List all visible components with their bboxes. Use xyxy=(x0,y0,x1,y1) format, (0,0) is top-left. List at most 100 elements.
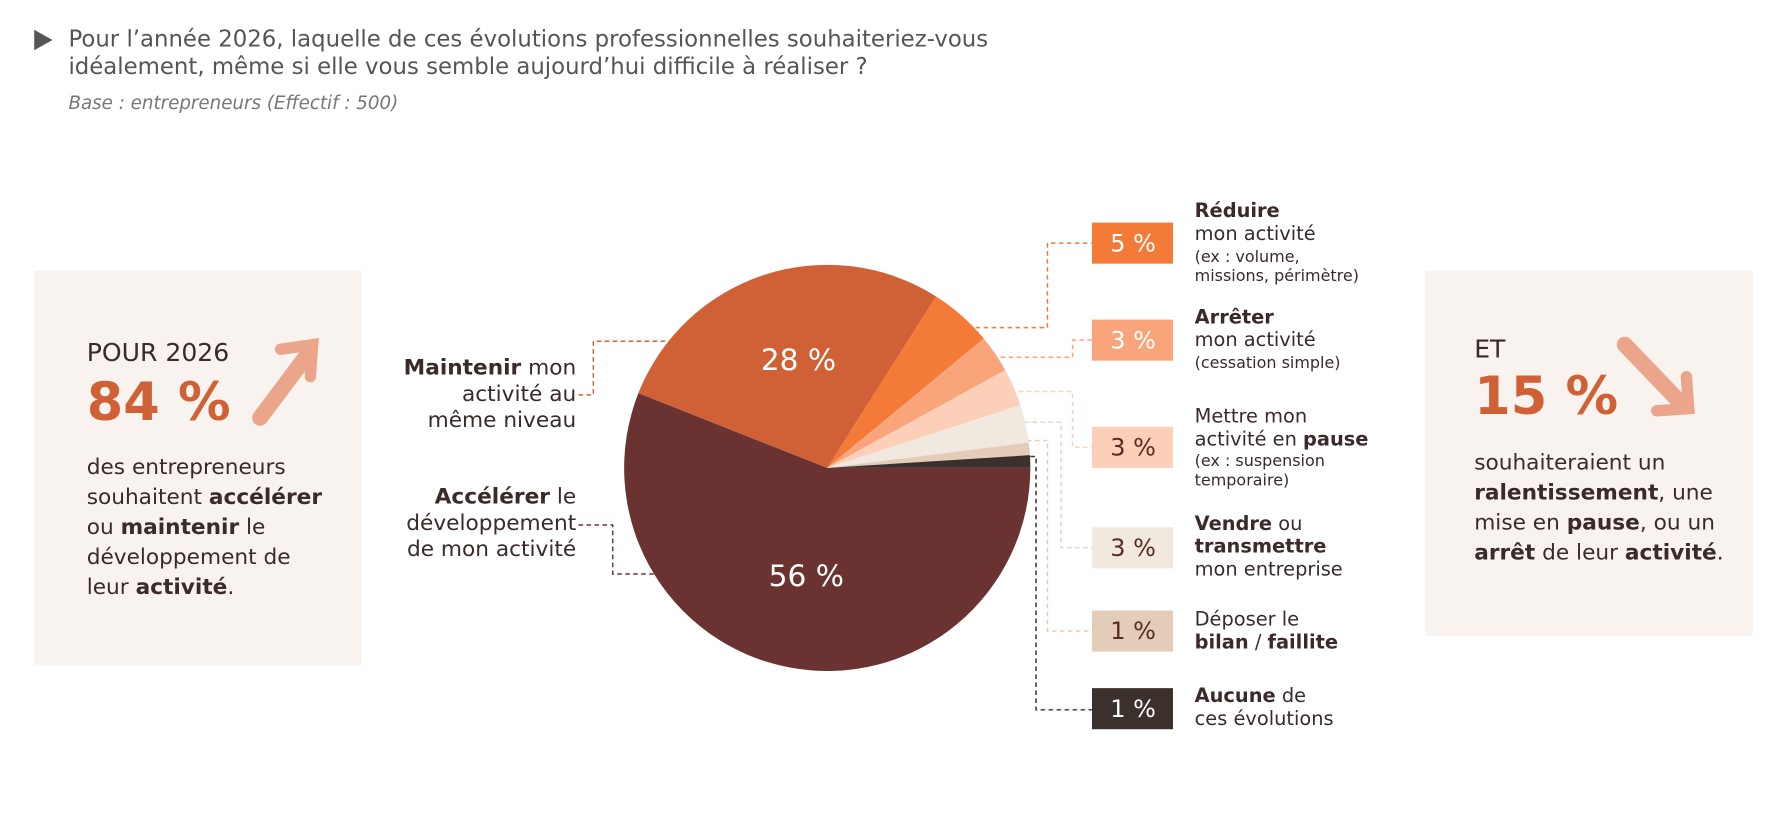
pie-slice xyxy=(827,370,1021,468)
callout-text: ou maintenir le xyxy=(87,515,266,540)
callout-figure: 84 % xyxy=(87,372,231,433)
callout-heading: POUR 2026 xyxy=(87,338,230,367)
label-part: activité xyxy=(136,575,228,600)
value-label: 1 % xyxy=(1110,617,1156,645)
category-label: mon activité xyxy=(1195,222,1316,245)
label-part: bilan xyxy=(1195,630,1249,653)
value-label: 28 % xyxy=(761,342,836,377)
label-part: même niveau xyxy=(428,408,577,433)
label-part: des entrepreneurs xyxy=(87,455,286,480)
label-part: mon activité xyxy=(1195,328,1316,351)
label-part: Réduire xyxy=(1195,199,1280,222)
category-label: Arrêter xyxy=(1195,305,1275,328)
callout-text: souhaitent accélérer xyxy=(87,485,323,510)
category-label: Mettre mon xyxy=(1195,404,1307,427)
category-label: (ex : volume, xyxy=(1195,246,1300,265)
title-marker xyxy=(34,29,53,51)
label-part: , ou un xyxy=(1640,510,1715,535)
arrow-down xyxy=(1616,336,1695,417)
callout-box xyxy=(34,270,362,666)
label-part: mise en xyxy=(1474,510,1567,535)
label-part: missions, périmètre) xyxy=(1195,266,1359,285)
label-part: accélérer xyxy=(209,485,322,510)
label-part: (ex : suspension xyxy=(1195,451,1325,470)
label-part: pause xyxy=(1303,427,1368,450)
callout-figure: 15 % xyxy=(1474,366,1618,427)
label-part: . xyxy=(227,575,234,600)
label-part: de leur xyxy=(1535,540,1625,565)
label-part: Arrêter xyxy=(1195,305,1275,328)
pie-slice xyxy=(827,442,1030,468)
category-label: temporaire) xyxy=(1195,470,1290,489)
label-part: développement de xyxy=(87,545,291,570)
category-label: bilan / faillite xyxy=(1195,630,1338,653)
label-part: le xyxy=(239,515,265,540)
category-label: mon entreprise xyxy=(1195,557,1343,580)
label-part: leur xyxy=(87,575,136,600)
label-part: Vendre xyxy=(1195,511,1272,534)
category-label: de mon activité xyxy=(407,537,576,562)
category-label: Vendre ou xyxy=(1195,511,1303,534)
category-label: même niveau xyxy=(428,408,577,433)
label-part: activité xyxy=(1625,540,1717,565)
callout-text: leur activité. xyxy=(87,575,235,600)
callout-text: des entrepreneurs xyxy=(87,455,286,480)
label-part: de mon activité xyxy=(407,537,576,562)
label-part: ralentissement xyxy=(1474,480,1658,505)
value-label: 56 % xyxy=(769,558,844,593)
label-part: maintenir xyxy=(121,515,240,540)
category-label: missions, périmètre) xyxy=(1195,266,1359,285)
arrow-up xyxy=(252,338,319,426)
label-part: activité au xyxy=(462,382,576,407)
value-box xyxy=(1091,527,1173,569)
pie-slice xyxy=(624,393,1031,672)
category-label: transmettre xyxy=(1195,534,1327,557)
label-part: de xyxy=(1276,684,1306,707)
category-label: Aucune de xyxy=(1195,684,1306,707)
label-part: Déposer le xyxy=(1195,607,1299,630)
callout-text: arrêt de leur activité. xyxy=(1474,540,1723,565)
label-part: ou xyxy=(1272,511,1302,534)
callout-box xyxy=(1425,270,1753,636)
label-part: faillite xyxy=(1268,630,1338,653)
category-label: Accélérer le xyxy=(435,485,577,510)
label-part: pause xyxy=(1567,510,1640,535)
label-part: transmettre xyxy=(1195,534,1327,557)
label-part: Mettre mon xyxy=(1195,404,1307,427)
callout-text: ralentissement, une xyxy=(1474,480,1713,505)
label-part: (cessation simple) xyxy=(1195,352,1341,371)
value-box xyxy=(1091,610,1173,652)
value-box xyxy=(1091,319,1173,361)
category-label: Maintenir mon xyxy=(404,356,577,381)
callout-text: mise en pause, ou un xyxy=(1474,510,1715,535)
pie-slice xyxy=(827,296,984,468)
callout-text: développement de xyxy=(87,545,291,570)
label-part: arrêt xyxy=(1474,540,1535,565)
value-box xyxy=(1091,222,1173,264)
value-label: 3 % xyxy=(1110,326,1156,354)
category-label: Réduire xyxy=(1195,199,1280,222)
label-part: souhaitent xyxy=(87,485,209,510)
category-label: (ex : suspension xyxy=(1195,451,1325,470)
label-part: (ex : volume, xyxy=(1195,246,1300,265)
label-part: . xyxy=(1717,540,1724,565)
value-label: 1 % xyxy=(1110,695,1156,723)
label-part: ces évolutions xyxy=(1195,706,1334,729)
pie-slice xyxy=(827,455,1031,468)
chart-title: Pour l’année 2026, laquelle de ces évolu… xyxy=(68,27,988,53)
value-label: 3 % xyxy=(1110,534,1156,562)
chart-title: idéalement, même si elle vous semble auj… xyxy=(68,54,867,80)
callout-text: souhaiteraient un xyxy=(1474,450,1665,475)
category-label: activité en pause xyxy=(1195,427,1369,450)
category-label: (cessation simple) xyxy=(1195,352,1341,371)
label-part: activité en xyxy=(1195,427,1303,450)
value-label: 5 % xyxy=(1110,229,1156,257)
label-part: le xyxy=(550,485,576,510)
pie-slice xyxy=(638,264,937,468)
label-part: mon activité xyxy=(1195,222,1316,245)
category-label: activité au xyxy=(462,382,576,407)
value-box xyxy=(1091,688,1173,730)
value-label: 3 % xyxy=(1110,434,1156,462)
label-part: Accélérer xyxy=(435,485,551,510)
